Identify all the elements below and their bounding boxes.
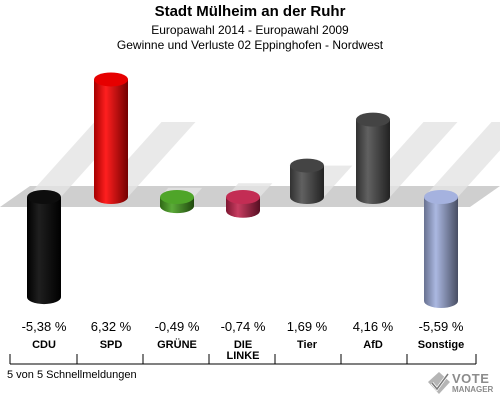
chart-title: Stadt Mülheim an der Ruhr — [154, 3, 346, 20]
bar-cap — [356, 112, 390, 127]
bar-cap — [290, 158, 324, 173]
value-label: -0,49 % — [155, 319, 200, 334]
chart-subtitle: Europawahl 2014 - Europawahl 2009 — [151, 23, 349, 37]
bar-afd — [356, 119, 390, 204]
vote-manager-logo: VOTE MANAGER — [426, 368, 498, 398]
category-label: AfD — [363, 339, 383, 351]
category-label: Tier — [297, 339, 318, 351]
bar-cap — [94, 72, 128, 87]
value-label: 4,16 % — [353, 319, 394, 334]
ballot-check-icon — [428, 372, 450, 394]
bar-cap — [424, 190, 458, 204]
value-label: 1,69 % — [287, 319, 328, 334]
logo-text-manager: MANAGER — [452, 385, 494, 394]
value-label: 6,32 % — [91, 319, 132, 334]
category-label: DIE — [234, 339, 252, 351]
value-label: -5,59 % — [419, 319, 464, 334]
value-label: -0,74 % — [221, 319, 266, 334]
bar-cap — [27, 190, 61, 204]
logo-text-vote: VOTE — [452, 371, 490, 386]
bar-cap — [226, 190, 260, 204]
category-label: LINKE — [227, 350, 260, 362]
bar-tier — [290, 165, 324, 204]
chart-subtitle-detail: Gewinne und Verluste 02 Eppinghofen - No… — [116, 38, 384, 52]
report-count: 5 von 5 Schnellmeldungen — [7, 369, 137, 381]
category-label: Sonstige — [418, 339, 464, 351]
category-label: GRÜNE — [157, 338, 197, 351]
bar-cdu — [27, 197, 61, 305]
category-label: SPD — [100, 339, 123, 351]
category-label: CDU — [32, 339, 56, 351]
value-label: -5,38 % — [22, 319, 67, 334]
bar-sonstige — [424, 197, 458, 308]
bar-shadow — [424, 122, 500, 197]
bar-spd — [94, 79, 128, 204]
bar-cap — [160, 190, 194, 204]
